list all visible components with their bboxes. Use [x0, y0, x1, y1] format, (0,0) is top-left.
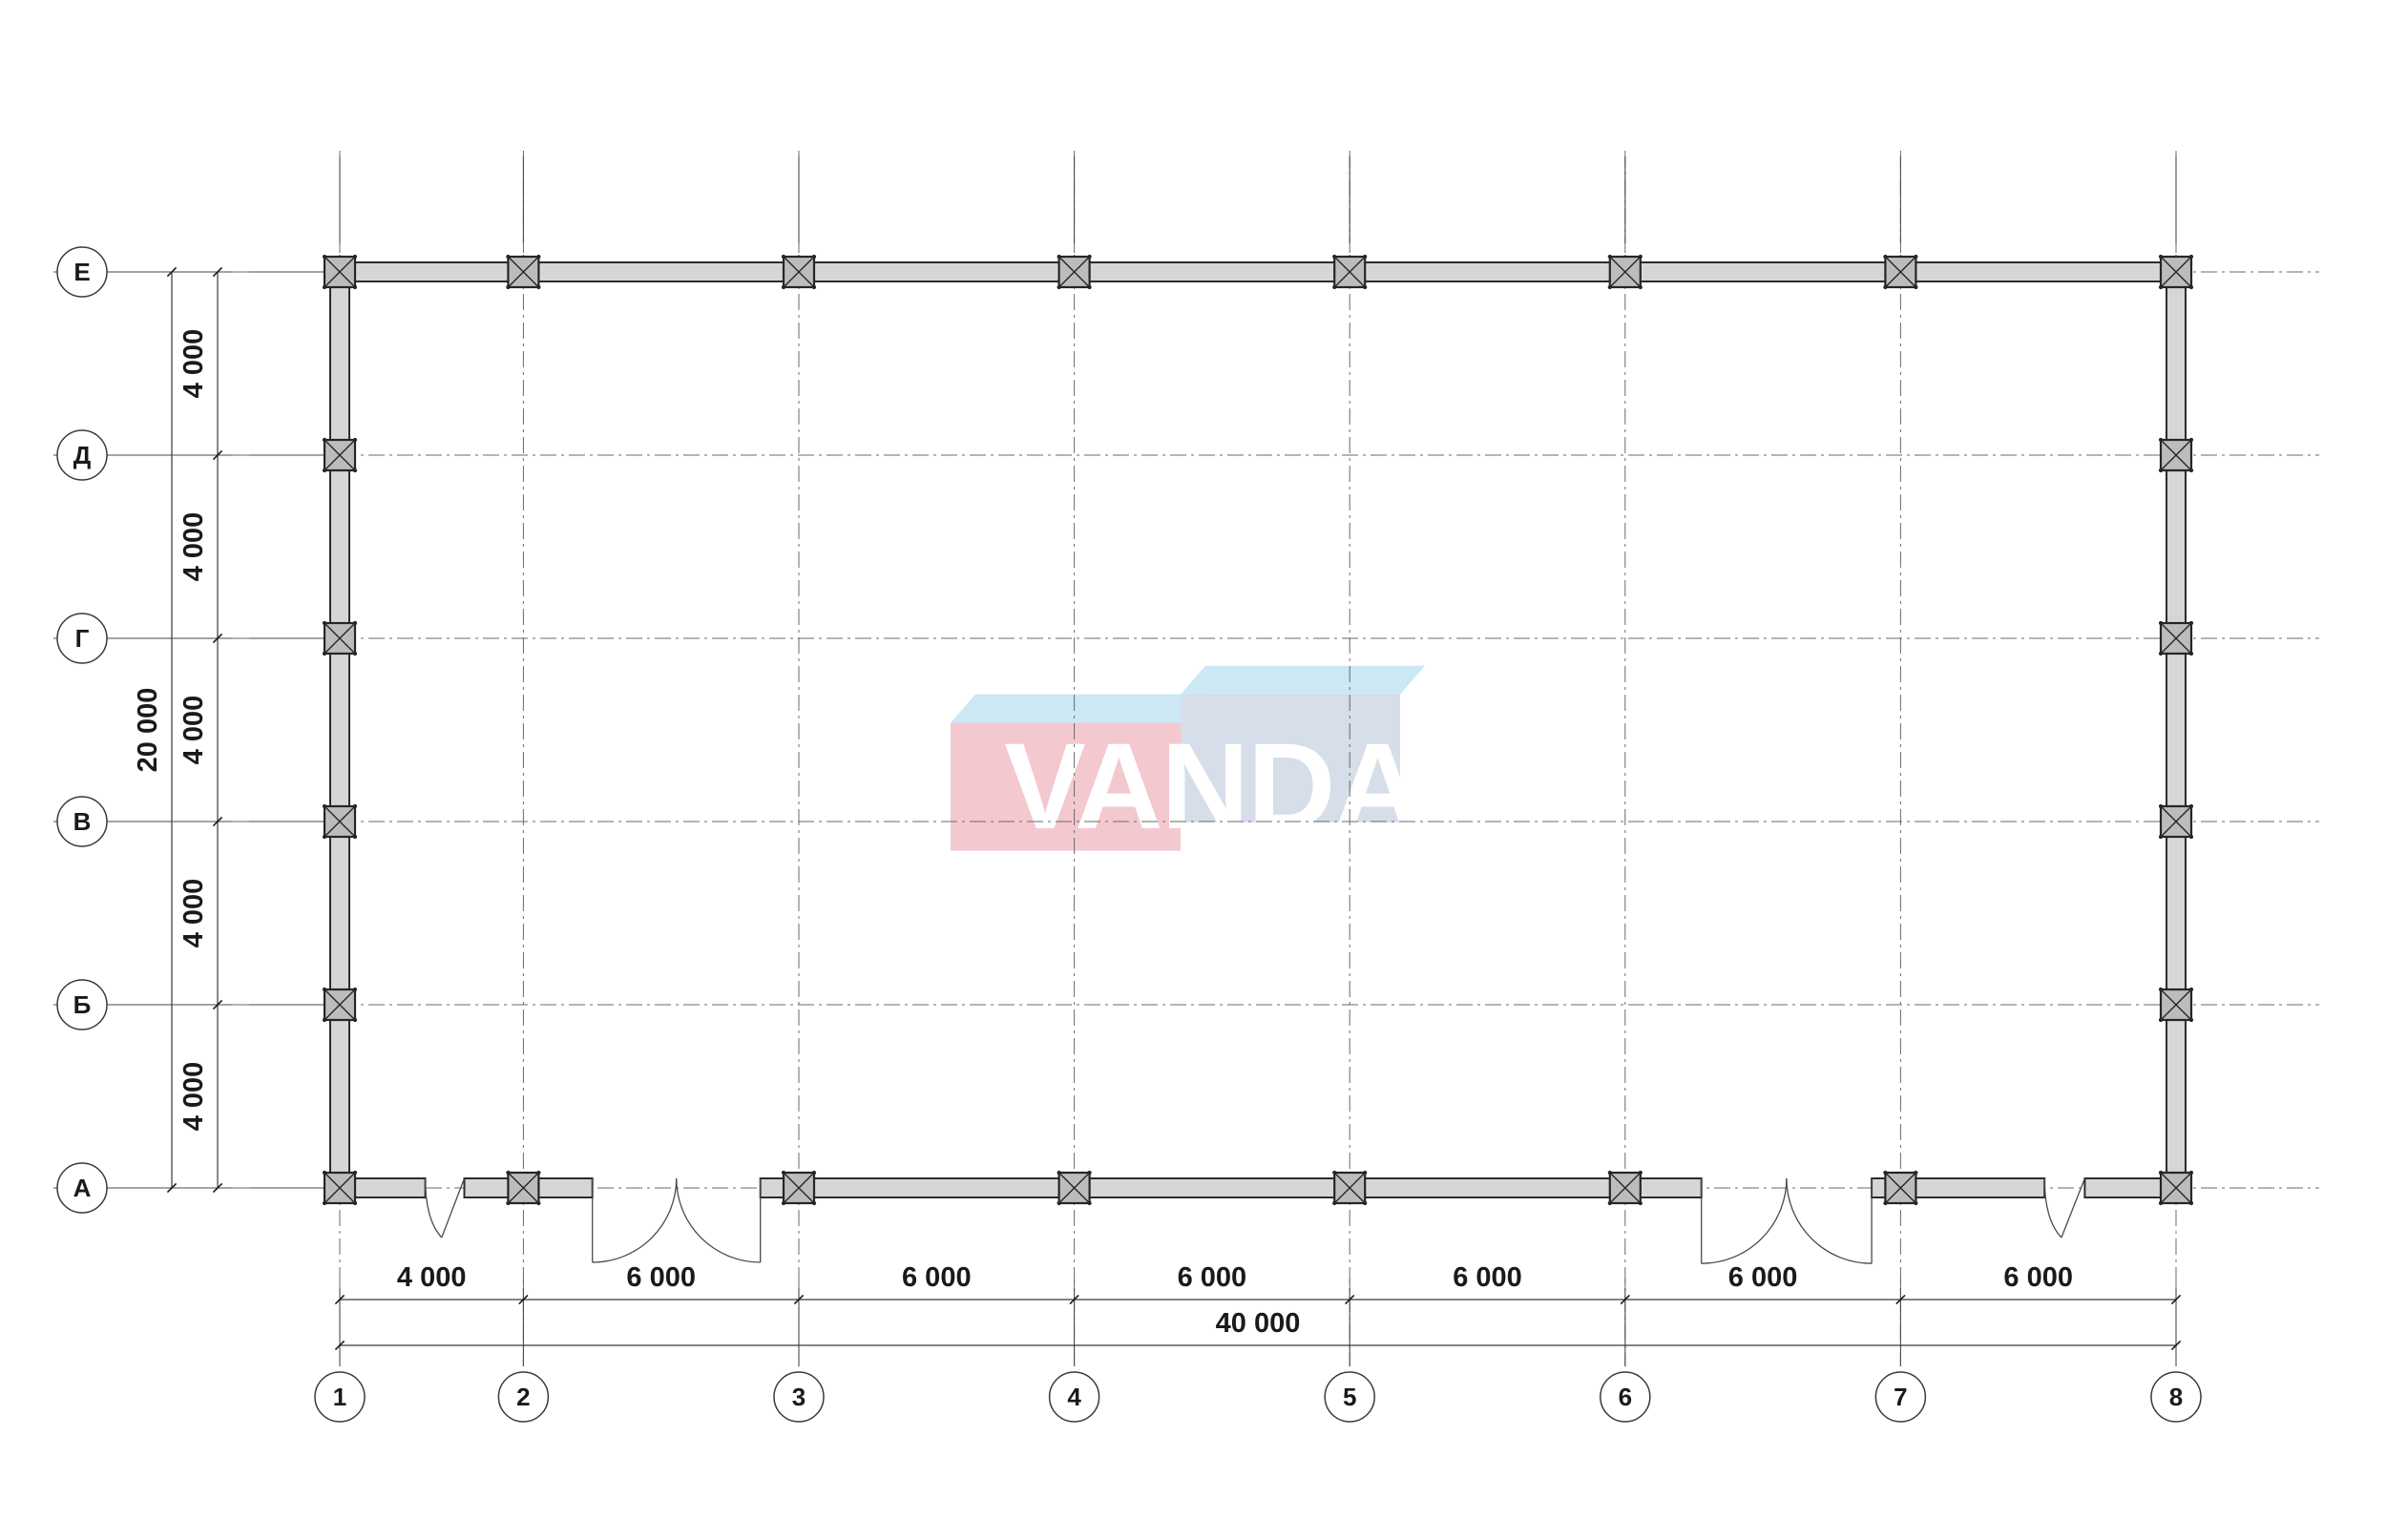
- svg-text:6 000: 6 000: [1453, 1262, 1522, 1293]
- svg-text:7: 7: [1894, 1383, 1907, 1411]
- svg-text:5: 5: [1343, 1383, 1356, 1411]
- svg-text:6 000: 6 000: [626, 1262, 696, 1293]
- svg-text:8: 8: [2169, 1383, 2183, 1411]
- svg-text:1: 1: [333, 1383, 346, 1411]
- svg-text:4 000: 4 000: [178, 879, 209, 948]
- svg-text:VANDA: VANDA: [1004, 718, 1420, 855]
- svg-text:6 000: 6 000: [1178, 1262, 1247, 1293]
- svg-text:4 000: 4 000: [178, 1062, 209, 1132]
- svg-text:20 000: 20 000: [133, 688, 163, 773]
- svg-text:6 000: 6 000: [1728, 1262, 1798, 1293]
- svg-text:6 000: 6 000: [902, 1262, 972, 1293]
- svg-text:4: 4: [1067, 1383, 1081, 1411]
- svg-text:Д: Д: [73, 441, 92, 469]
- svg-text:4 000: 4 000: [178, 696, 209, 765]
- svg-text:Г: Г: [75, 624, 90, 653]
- svg-text:2: 2: [516, 1383, 530, 1411]
- svg-text:A: A: [73, 1174, 92, 1202]
- svg-text:3: 3: [792, 1383, 806, 1411]
- svg-text:4 000: 4 000: [178, 512, 209, 582]
- svg-text:4 000: 4 000: [178, 329, 209, 399]
- svg-text:4 000: 4 000: [397, 1262, 467, 1293]
- svg-text:40 000: 40 000: [1216, 1308, 1301, 1339]
- svg-text:Е: Е: [73, 258, 90, 286]
- svg-text:Б: Б: [73, 990, 92, 1019]
- svg-text:В: В: [73, 807, 92, 836]
- svg-text:6 000: 6 000: [2003, 1262, 2073, 1293]
- svg-text:6: 6: [1619, 1383, 1632, 1411]
